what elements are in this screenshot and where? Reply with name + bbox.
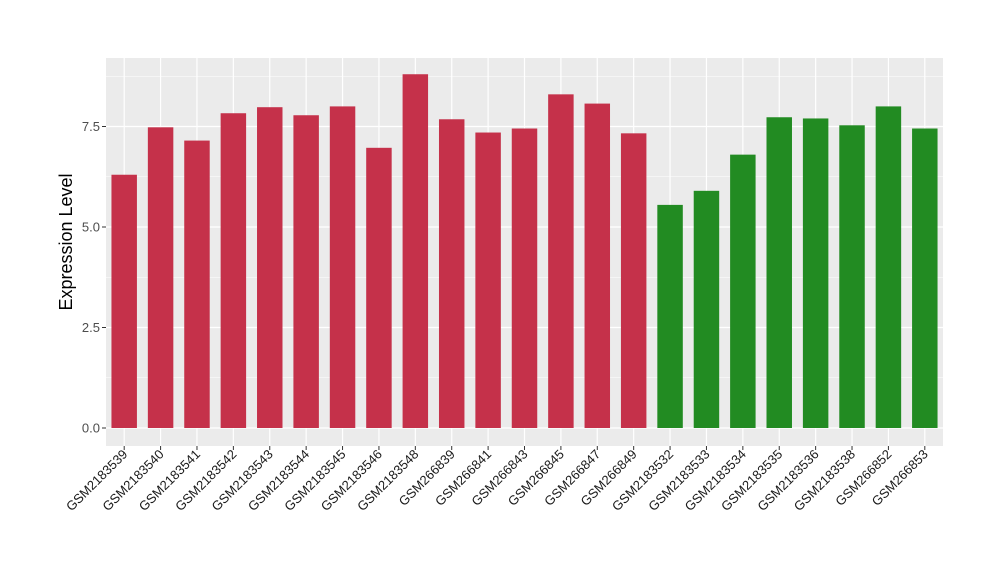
x-tick-label: GSM2183539: [63, 447, 130, 514]
y-tick-label: 7.5: [82, 119, 100, 134]
bar-GSM266841: [475, 132, 501, 428]
bar-GSM266852: [875, 106, 902, 429]
y-axis-title: Expression Level: [56, 173, 76, 310]
bar-GSM2183538: [839, 125, 865, 428]
bar-GSM2183534: [730, 154, 756, 428]
bar-GSM2183533: [693, 190, 720, 428]
bar-GSM2183546: [366, 147, 392, 428]
bar-GSM2183540: [147, 127, 174, 428]
bar-GSM2183543: [257, 107, 283, 428]
y-tick-label: 2.5: [82, 320, 100, 335]
bar-GSM2183548: [402, 74, 429, 429]
bar-GSM2183539: [111, 174, 137, 428]
bar-GSM266845: [548, 94, 574, 428]
bar-GSM266843: [511, 128, 538, 428]
bar-GSM2183536: [802, 118, 829, 429]
bar-GSM2183541: [184, 140, 210, 428]
bar-GSM2183544: [293, 115, 319, 428]
bar-GSM266847: [584, 103, 611, 428]
bar-GSM2183532: [657, 204, 683, 428]
y-tick-label: 5.0: [82, 220, 100, 235]
bar-GSM2183545: [329, 106, 356, 429]
bar-GSM2183542: [220, 113, 247, 428]
bar-GSM2183535: [766, 117, 792, 428]
y-tick-label: 0.0: [82, 421, 100, 436]
bar-GSM266839: [438, 119, 465, 428]
bar-GSM266849: [620, 133, 647, 429]
bar-GSM266853: [912, 128, 938, 428]
